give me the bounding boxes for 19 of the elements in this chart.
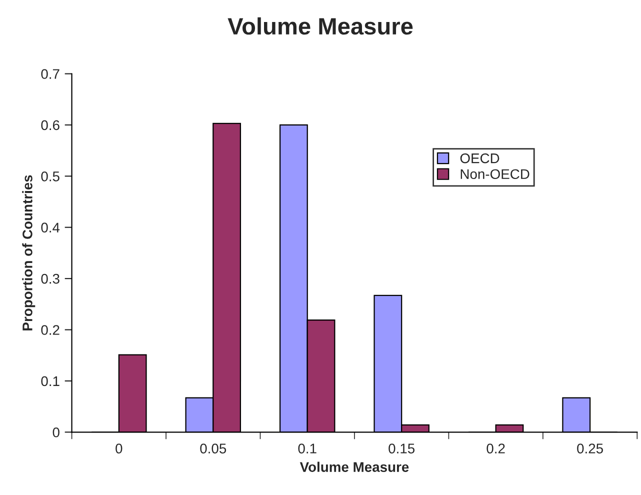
x-tick-label: 0.2: [486, 444, 505, 454]
x-tick-label: 0.05: [200, 444, 226, 454]
y-tick-label: 0.5: [41, 171, 60, 182]
y-tick-label: 0: [52, 427, 60, 438]
x-tick-label: 0.25: [577, 444, 603, 454]
y-tick-label: 0.6: [41, 120, 60, 130]
x-tick-label: 0.1: [298, 444, 316, 454]
legend-label: OECD: [460, 153, 500, 164]
chart-title: Volume Measure: [228, 17, 413, 35]
y-tick-label: 0.4: [41, 222, 60, 233]
y-axis-title: Proportion of Countries: [22, 175, 36, 330]
y-tick-label: 0.1: [41, 376, 60, 386]
x-axis-title: Volume Measure: [300, 462, 409, 472]
x-tick-label: 0: [116, 444, 122, 454]
y-tick-label: 0.3: [41, 274, 60, 284]
x-tick-label: 0.15: [388, 444, 415, 454]
legend-label: Non-OECD: [460, 169, 530, 180]
y-tick-label: 0.2: [41, 325, 60, 335]
y-tick-label: 0.7: [41, 69, 60, 79]
